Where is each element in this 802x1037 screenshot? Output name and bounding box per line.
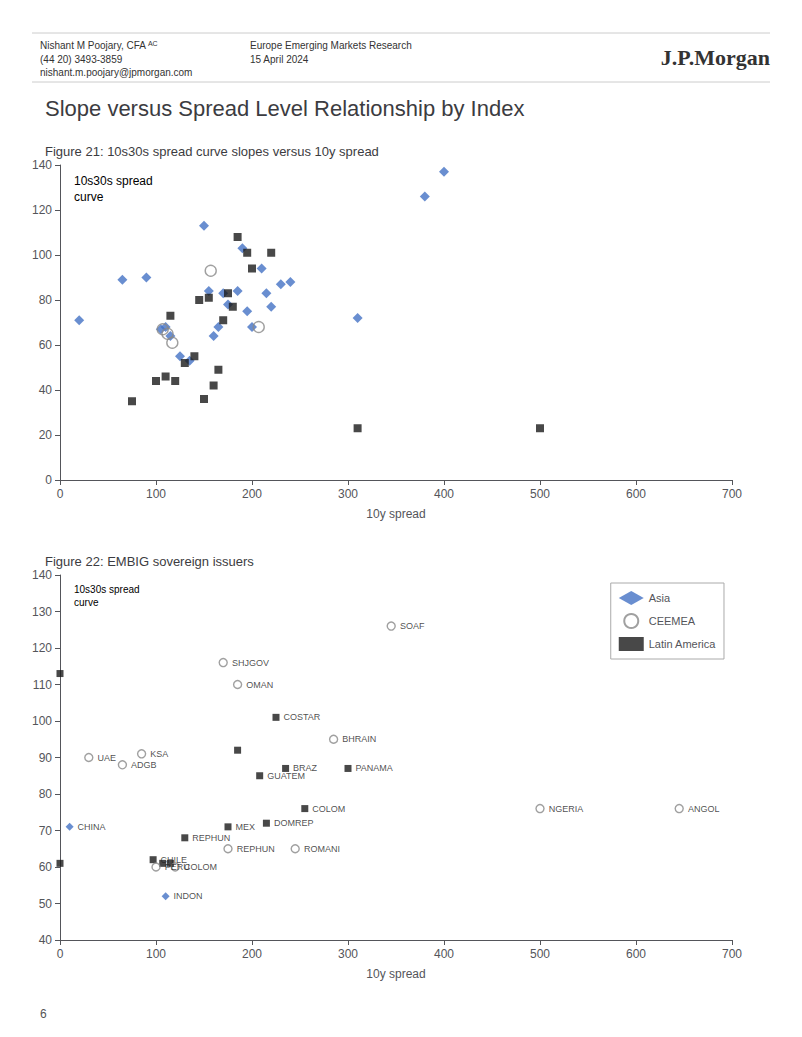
svg-text:Slope versus Spread Level Rela: Slope versus Spread Level Relationship b…: [45, 96, 524, 121]
svg-text:40: 40: [39, 383, 53, 397]
svg-text:90: 90: [39, 751, 53, 765]
svg-text:COLOM: COLOM: [312, 804, 345, 814]
svg-text:Nishant M Poojary, CFA: Nishant M Poojary, CFA: [40, 40, 146, 51]
svg-text:80: 80: [39, 787, 53, 801]
svg-text:0: 0: [57, 947, 64, 961]
svg-text:AC: AC: [148, 40, 158, 47]
svg-text:120: 120: [32, 641, 52, 655]
svg-text:GUATEM: GUATEM: [267, 771, 305, 781]
svg-text:SOAF: SOAF: [400, 621, 425, 631]
svg-text:REPHUN: REPHUN: [192, 833, 230, 843]
svg-text:SHJGOV: SHJGOV: [232, 658, 269, 668]
svg-text:15 April 2024: 15 April 2024: [250, 54, 309, 65]
svg-text:70: 70: [39, 824, 53, 838]
svg-text:20: 20: [39, 428, 53, 442]
svg-text:10y spread: 10y spread: [366, 967, 425, 981]
svg-text:UAE: UAE: [98, 753, 117, 763]
svg-text:130: 130: [32, 605, 52, 619]
svg-text:0: 0: [45, 473, 52, 487]
svg-text:curve: curve: [74, 597, 99, 608]
svg-text:700: 700: [722, 947, 742, 961]
svg-text:NGERIA: NGERIA: [549, 804, 584, 814]
svg-text:500: 500: [530, 947, 550, 961]
svg-text:CHILE: CHILE: [160, 854, 188, 865]
svg-text:600: 600: [626, 487, 646, 501]
svg-text:Figure 21: 10s30s spread curve: Figure 21: 10s30s spread curve slopes ve…: [45, 144, 379, 159]
svg-text:200: 200: [242, 487, 262, 501]
svg-text:140: 140: [32, 158, 52, 172]
svg-text:100: 100: [32, 714, 52, 728]
svg-text:10y spread: 10y spread: [366, 507, 425, 521]
svg-text:(44 20) 3493-3859: (44 20) 3493-3859: [40, 54, 123, 65]
svg-text:50: 50: [39, 897, 53, 911]
svg-text:10s30s spread: 10s30s spread: [74, 174, 153, 188]
svg-text:Europe Emerging Markets Resear: Europe Emerging Markets Research: [250, 40, 412, 51]
svg-text:700: 700: [722, 487, 742, 501]
svg-text:600: 600: [626, 947, 646, 961]
svg-text:KSA: KSA: [150, 749, 168, 759]
svg-text:OMAN: OMAN: [246, 680, 273, 690]
svg-text:10s30s spread: 10s30s spread: [74, 584, 140, 595]
svg-text:400: 400: [434, 487, 454, 501]
svg-text:140: 140: [32, 568, 52, 582]
svg-text:MEX: MEX: [236, 822, 256, 832]
svg-text:Asia: Asia: [649, 592, 671, 604]
svg-text:60: 60: [39, 338, 53, 352]
svg-text:ROMANI: ROMANI: [304, 844, 340, 854]
svg-text:400: 400: [434, 947, 454, 961]
svg-text:100: 100: [32, 248, 52, 262]
svg-text:CHINA: CHINA: [78, 822, 106, 832]
svg-text:80: 80: [39, 293, 53, 307]
svg-text:BHRAIN: BHRAIN: [342, 734, 376, 744]
svg-text:200: 200: [242, 947, 262, 961]
svg-text:INDON: INDON: [174, 891, 203, 901]
svg-text:Figure 22: EMBIG sovereign iss: Figure 22: EMBIG sovereign issuers: [45, 554, 254, 569]
svg-text:Latin America: Latin America: [649, 638, 717, 650]
svg-text:300: 300: [338, 487, 358, 501]
svg-text:ANGOL: ANGOL: [688, 804, 720, 814]
svg-text:40: 40: [39, 933, 53, 947]
svg-text:120: 120: [32, 203, 52, 217]
svg-text:curve: curve: [74, 190, 104, 204]
svg-text:COLOM: COLOM: [184, 862, 217, 872]
svg-text:COSTAR: COSTAR: [284, 712, 321, 722]
svg-text:DOMREP: DOMREP: [274, 818, 314, 828]
svg-text:BRAZ: BRAZ: [293, 763, 318, 774]
svg-text:500: 500: [530, 487, 550, 501]
svg-text:110: 110: [33, 678, 52, 692]
svg-text:60: 60: [39, 860, 53, 874]
svg-text:100: 100: [146, 487, 166, 501]
svg-text:CEEMEA: CEEMEA: [649, 615, 696, 627]
svg-text:6: 6: [40, 1007, 47, 1021]
svg-text:300: 300: [338, 947, 358, 961]
svg-text:PERU: PERU: [164, 862, 190, 872]
svg-text:PANAMA: PANAMA: [356, 763, 393, 773]
svg-text:0: 0: [57, 487, 64, 501]
svg-text:ADGB: ADGB: [131, 760, 157, 770]
svg-text:nishant.m.poojary@jpmorgan.com: nishant.m.poojary@jpmorgan.com: [40, 67, 192, 78]
svg-text:100: 100: [146, 947, 166, 961]
svg-text:J.P.Morgan: J.P.Morgan: [661, 45, 770, 70]
svg-text:REPHUN: REPHUN: [237, 844, 275, 854]
